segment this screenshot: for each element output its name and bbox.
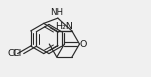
Text: O: O [79,40,87,49]
Text: Cl: Cl [7,49,17,58]
Text: Cl: Cl [13,49,22,58]
Text: NH: NH [50,8,63,17]
Text: H₂N: H₂N [55,22,73,31]
